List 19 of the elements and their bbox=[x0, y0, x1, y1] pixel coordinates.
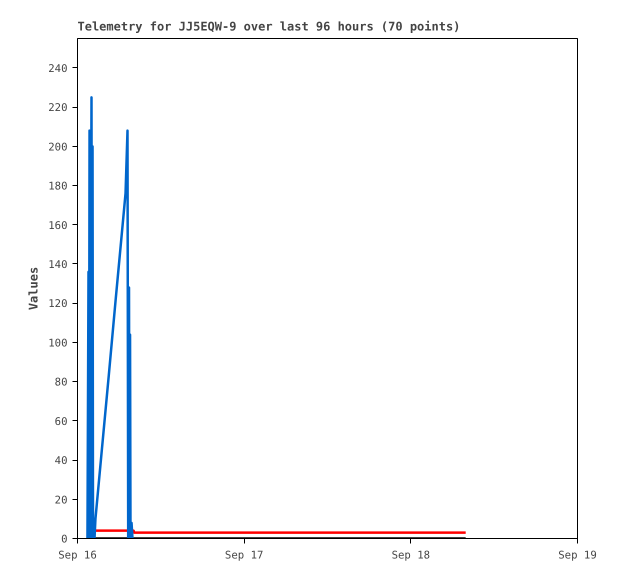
y-tick-label: 0 bbox=[61, 532, 68, 546]
y-tick-label: 80 bbox=[54, 376, 68, 389]
x-tick-label: Sep 19 bbox=[558, 548, 597, 562]
chart-title: Telemetry for JJ5EQW-9 over last 96 hours (70 points) bbox=[78, 20, 460, 34]
y-tick-label: 120 bbox=[48, 297, 68, 310]
x-tick-label: Sep 16 bbox=[58, 548, 97, 562]
y-tick-label: 160 bbox=[48, 218, 68, 232]
y-tick-label: 220 bbox=[48, 101, 68, 114]
y-tick-label: 200 bbox=[48, 140, 68, 154]
y-tick-label: 240 bbox=[48, 62, 68, 75]
x-tick-label: Sep 18 bbox=[392, 548, 430, 562]
y-tick-label: 140 bbox=[48, 258, 68, 271]
y-tick-label: 20 bbox=[54, 493, 68, 506]
y-tick-label: 40 bbox=[54, 454, 68, 468]
y-tick-label: 100 bbox=[48, 336, 68, 350]
y-axis-title: Values bbox=[26, 266, 40, 310]
x-tick-label: Sep 17 bbox=[224, 548, 264, 562]
y-tick-label: 180 bbox=[48, 180, 68, 193]
y-tick-label: 60 bbox=[54, 414, 68, 428]
